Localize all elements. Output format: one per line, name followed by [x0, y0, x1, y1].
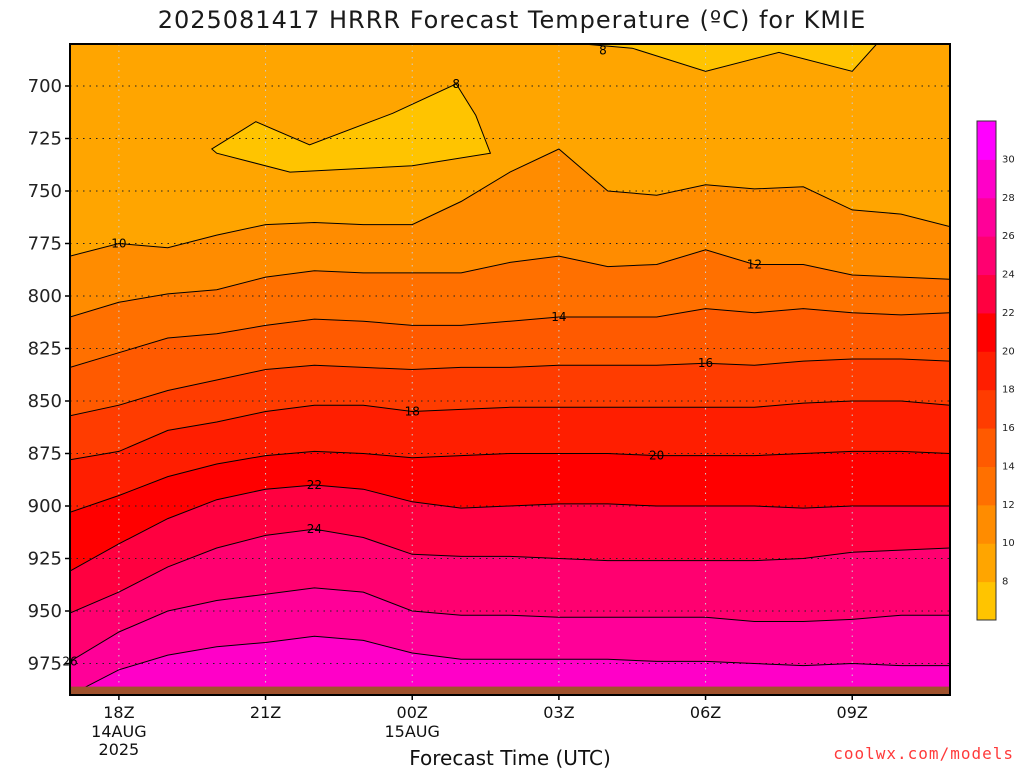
- closed-contour-1: [583, 44, 878, 72]
- x-axis-label: Forecast Time (UTC): [409, 746, 611, 770]
- colorbar-segment: [977, 274, 996, 314]
- colorbar-segment: [977, 428, 996, 467]
- contour-line-18: [70, 400, 950, 461]
- colorbar-label: 26: [1002, 231, 1015, 242]
- colorbar-label: 24: [1002, 270, 1015, 281]
- colorbar-segment: [977, 389, 996, 429]
- closed-fill-0: [211, 83, 491, 173]
- colorbar-segment: [977, 197, 996, 237]
- contour-label-22: 22: [307, 478, 322, 492]
- contour-line-26: [70, 587, 950, 662]
- colorbar-label: 28: [1002, 193, 1015, 204]
- y-tick-label: 900: [28, 496, 62, 517]
- x-tick-label: 03Z: [543, 703, 574, 722]
- x-tick-label: 09Z: [837, 703, 868, 722]
- colorbar-label: 10: [1002, 538, 1015, 549]
- x-tick-date: 14AUG: [91, 722, 146, 741]
- contour-label-10: 10: [111, 237, 126, 251]
- closed-contour-label: 8: [599, 43, 607, 57]
- y-tick-label: 925: [28, 549, 62, 570]
- band-fill-28: [70, 636, 950, 695]
- x-tick-label: 06Z: [690, 703, 721, 722]
- colorbar-segment: [977, 236, 996, 276]
- colorbar-frame: [976, 120, 997, 621]
- colorbar-segment: [977, 504, 996, 544]
- contour-label-16: 16: [698, 356, 713, 370]
- y-tick-label: 975: [28, 654, 62, 675]
- y-tick-label: 850: [28, 391, 62, 412]
- closed-contours: [210, 44, 878, 173]
- x-tick-label: 18Z: [103, 703, 134, 722]
- colorbar-segment: [977, 312, 996, 352]
- colorbar-segment: [977, 159, 996, 199]
- y-tick-label: 700: [28, 76, 62, 97]
- contour-label-14: 14: [551, 310, 566, 324]
- colorbar-label: 14: [1002, 461, 1015, 472]
- colorbar: 8 10 12 14 16 18 20 22 24 26 28 30: [976, 120, 1015, 621]
- colorbar-segment: [977, 351, 996, 391]
- colorbar-segment: [977, 543, 996, 583]
- contour-line-28: [70, 635, 950, 695]
- y-tick-label: 750: [28, 181, 62, 202]
- plot-frame: [69, 43, 951, 696]
- colorbar-label: 8: [1002, 577, 1008, 588]
- contour-label-20: 20: [649, 449, 664, 463]
- colorbar-label: 12: [1002, 500, 1015, 511]
- site-credit[interactable]: coolwx.com/models: [833, 744, 1014, 763]
- y-tick-label: 775: [28, 234, 62, 255]
- y-tick-label: 950: [28, 601, 62, 622]
- colorbar-segment: [977, 581, 996, 621]
- y-axis: 700 725 750 775 800 825 850 875 900 925 950 975: [28, 76, 70, 675]
- contour-label-18: 18: [405, 405, 420, 419]
- contour-line-16: [70, 358, 950, 417]
- x-tick-date: 15AUG: [385, 722, 440, 741]
- colorbar-label: 18: [1002, 385, 1015, 396]
- y-tick-label: 875: [28, 444, 62, 465]
- closed-contour-label: 8: [452, 77, 460, 91]
- colorbar-segment: [977, 466, 996, 506]
- contour-line-24: [70, 528, 950, 614]
- x-tick-label: 00Z: [397, 703, 428, 722]
- colorbar-label: 30: [1002, 154, 1015, 165]
- colorbar-segment: [977, 121, 996, 160]
- closed-contour-0: [210, 83, 492, 173]
- x-tick-year: 2025: [99, 740, 140, 759]
- y-tick-label: 800: [28, 286, 62, 307]
- colorbar-label: 20: [1002, 346, 1015, 357]
- contour-line-22: [70, 484, 950, 572]
- contour-lines: [70, 148, 950, 695]
- contour-line-20: [70, 450, 950, 513]
- ground-surface: [70, 686, 950, 695]
- y-tick-label: 825: [28, 339, 62, 360]
- contour-line-10: [70, 148, 950, 257]
- contour-line-14: [70, 308, 950, 368]
- x-tick-label: 21Z: [250, 703, 281, 722]
- chart-title: 2025081417 HRRR Forecast Temperature (ºC…: [157, 6, 867, 34]
- contour-label-24: 24: [307, 522, 322, 536]
- colorbar-label: 22: [1002, 308, 1015, 319]
- contour-label-12: 12: [747, 258, 762, 272]
- y-tick-label: 725: [28, 129, 62, 150]
- contour-line-12: [70, 249, 950, 318]
- colorbar-label: 16: [1002, 423, 1015, 434]
- contour-fills: [70, 44, 950, 695]
- closed-fill-1: [583, 44, 877, 72]
